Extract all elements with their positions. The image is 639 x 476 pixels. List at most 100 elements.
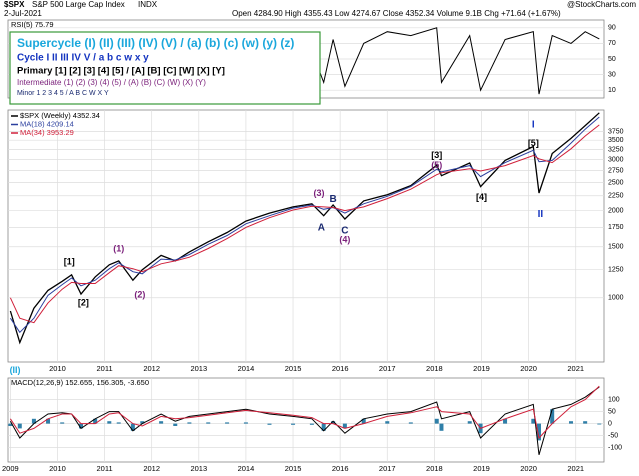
brand: @StockCharts.com [567, 0, 636, 9]
y-tick-label: -50 [608, 432, 618, 439]
histogram-bar [60, 422, 65, 424]
histogram-bar [385, 421, 390, 424]
x-tick-label: 2021 [567, 364, 584, 373]
y-tick-label: 2000 [608, 207, 624, 214]
y-tick-label: 10 [608, 87, 616, 94]
x-tick-label: 2012 [143, 364, 160, 373]
legend-entry: $SPX (Weekly) 4352.34 [20, 111, 100, 120]
x-tick-label: 2015 [285, 364, 302, 373]
x-tick-label: 2010 [49, 464, 66, 473]
y-tick-label: 3250 [608, 146, 624, 153]
wave-legend-box [9, 31, 321, 105]
y-tick-label: 50 [608, 408, 616, 415]
series-line [9, 385, 600, 440]
histogram-bar [116, 422, 121, 424]
series-line [9, 124, 600, 324]
y-tick-label: 50 [608, 56, 616, 63]
histogram-bar [531, 418, 536, 424]
x-tick-label: 2011 [97, 364, 113, 373]
x-tick-label: 2018 [426, 364, 443, 373]
histogram-bar [243, 422, 248, 424]
x-tick-label: 2013 [190, 464, 207, 473]
histogram-bar [439, 423, 444, 431]
histogram-bar [321, 423, 326, 431]
y-tick-label: 0 [608, 420, 612, 427]
x-tick-label: 2012 [143, 464, 160, 473]
x-tick-label: 2019 [473, 364, 490, 373]
wave-label: [4] [476, 192, 487, 202]
legend-entry: MA(34) 3953.29 [20, 128, 74, 137]
y-tick-label: 90 [608, 25, 616, 32]
x-tick-label: 2019 [473, 464, 490, 473]
x-tick-label: 2010 [49, 364, 66, 373]
y-tick-label: 1500 [608, 244, 624, 251]
y-tick-label: 2500 [608, 179, 624, 186]
wave-label: (2) [134, 290, 145, 300]
y-tick-label: 3750 [608, 128, 624, 135]
histogram-bar [46, 418, 51, 424]
y-tick-label: 30 [608, 71, 616, 78]
histogram-bar [361, 418, 366, 424]
panel-title: MACD(12,26,9) 152.655, 156.305, -3.650 [11, 378, 149, 387]
wave-label: I [532, 119, 535, 130]
wave-label: (1) [113, 244, 124, 254]
histogram-bar [569, 421, 574, 424]
x-tick-label: 2018 [426, 464, 443, 473]
wave-label: C [341, 226, 348, 237]
x-tick-label: 2016 [332, 464, 349, 473]
y-tick-label: -100 [608, 444, 622, 451]
histogram-bar [583, 421, 588, 424]
y-tick-label: 1000 [608, 295, 624, 302]
histogram-bar [8, 423, 13, 426]
series-line [9, 116, 600, 334]
histogram-bar [536, 423, 541, 441]
legend-line: Cycle I II III IV V / a b c w x y [17, 53, 149, 64]
y-tick-label: 3000 [608, 156, 624, 163]
legend-line: Supercycle (I) (II) (III) (IV) (V) / (a)… [17, 36, 294, 50]
symbol: $SPX [4, 0, 25, 9]
y-tick-label: 1250 [608, 267, 624, 274]
legend-line: Primary [1] [2] [3] [4] [5] / [A] [B] [C… [17, 66, 225, 77]
x-tick-label: 2020 [520, 364, 537, 373]
x-tick-label: 2009 [2, 464, 19, 473]
wave-label: [3] [431, 150, 442, 160]
histogram-bar [130, 423, 135, 431]
exchange: INDX [138, 0, 158, 9]
x-tick-label: 2017 [379, 364, 396, 373]
histogram-bar [107, 421, 112, 424]
wave-label: [5] [528, 138, 539, 148]
histogram-bar [225, 422, 230, 424]
histogram-bar [434, 418, 439, 424]
panel-frame [7, 377, 605, 463]
x-tick-label: 2016 [332, 364, 349, 373]
histogram-bar [597, 423, 602, 425]
histogram-bar [79, 423, 84, 429]
x-tick-label: 2020 [520, 464, 537, 473]
histogram-bar [550, 409, 555, 424]
wave-label: A [318, 223, 325, 234]
x-tick-label: 2011 [97, 464, 113, 473]
y-tick-label: 70 [608, 40, 616, 47]
wave-label: [1] [64, 256, 75, 266]
wave-label: (II) [10, 365, 21, 375]
histogram-bar [206, 422, 211, 424]
histogram-bar [467, 421, 472, 424]
wave-label: [2] [78, 297, 89, 307]
y-tick-label: 1750 [608, 224, 624, 231]
histogram-bar [291, 423, 296, 425]
x-tick-label: 2021 [567, 464, 584, 473]
legend-line: Intermediate (1) (2) (3) (4) (5) / (A) (… [17, 78, 206, 87]
histogram-bar [187, 422, 192, 424]
wave-label: (3) [313, 188, 324, 198]
wave-legend: Supercycle (I) (II) (III) (IV) (V) / (a)… [17, 36, 294, 97]
x-tick-label: 2017 [379, 464, 396, 473]
histogram-bar [267, 423, 272, 425]
x-tick-label: 2014 [238, 464, 255, 473]
histogram-bar [93, 418, 98, 424]
x-tick-label: 2015 [285, 464, 302, 473]
x-tick-label: 2014 [238, 364, 255, 373]
legend-line: Minor 1 2 3 4 5 / A B C W X Y [17, 90, 109, 97]
series-line [9, 386, 600, 455]
